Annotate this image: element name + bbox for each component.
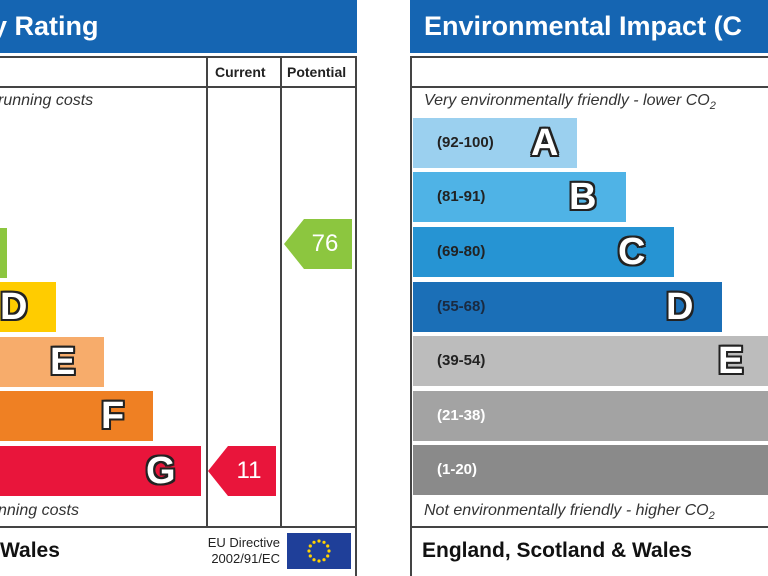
eu-directive-line2: 2002/91/EC <box>211 551 280 566</box>
environmental-impact-panel: Environmental Impact (C Very environment… <box>410 0 768 576</box>
env-band-g-range: (1-20) <box>437 461 478 478</box>
env-band-b-range: (81-91) <box>437 188 486 205</box>
energy-top-caption: running costs <box>0 92 94 109</box>
header-row-rule <box>0 86 357 88</box>
environmental-impact-frame <box>410 56 768 576</box>
env-footer-row-rule <box>410 526 768 528</box>
energy-band-f-letter: F <box>101 395 125 437</box>
energy-band-d: D <box>0 282 56 332</box>
env-band-a-range: (92-100) <box>437 134 494 151</box>
energy-band-d-letter: D <box>0 286 28 328</box>
env-bottom-caption: Not environmentally friendly - higher CO… <box>424 502 715 522</box>
env-band-c-letter: C <box>618 231 646 273</box>
env-band-f-range: (21-38) <box>437 407 486 424</box>
energy-band-e: E <box>0 337 104 387</box>
current-rating-arrow: 11 <box>208 446 276 496</box>
env-band-a-letter: A <box>531 122 559 164</box>
env-band-d: (55-68) D <box>413 282 722 332</box>
env-band-b: (81-91) B <box>413 172 626 222</box>
potential-rating-value: 76 <box>311 230 339 257</box>
potential-arrow-shape <box>284 219 352 269</box>
env-bottom-caption-sub: 2 <box>708 510 715 523</box>
environmental-impact-header: Environmental Impact (C <box>410 0 768 53</box>
energy-bottom-caption: nning costs <box>0 502 79 519</box>
footer-row-rule <box>0 526 357 528</box>
energy-rating-frame <box>0 56 357 576</box>
env-band-g: (1-20) <box>413 445 768 495</box>
env-band-d-range: (55-68) <box>437 298 486 315</box>
potential-column-divider <box>280 56 282 528</box>
current-column-header: Current <box>215 64 266 80</box>
env-band-f: (21-38) <box>413 391 768 441</box>
energy-footer-region: Wales <box>0 539 60 562</box>
current-column-divider <box>206 56 208 528</box>
environmental-impact-title: Environmental Impact (C <box>424 11 743 41</box>
eu-directive-line1: EU Directive <box>207 535 280 550</box>
env-top-caption-text: Very environmentally friendly - lower CO <box>424 92 710 109</box>
energy-rating-header: y Rating <box>0 0 357 53</box>
env-band-a: (92-100) A <box>413 118 577 168</box>
env-top-caption: Very environmentally friendly - lower CO… <box>424 92 716 112</box>
potential-rating-arrow: 76 <box>284 219 352 269</box>
env-band-e: (39-54) E <box>413 336 768 386</box>
env-header-row-rule <box>410 86 768 88</box>
energy-band-c <box>0 228 7 278</box>
env-top-caption-sub: 2 <box>709 100 716 113</box>
env-band-b-letter: B <box>569 176 597 218</box>
energy-rating-panel: y Rating Current Potential running costs… <box>0 0 357 576</box>
energy-band-g-letter: G <box>146 450 176 492</box>
current-rating-value: 11 <box>236 457 262 484</box>
energy-rating-title: y Rating <box>0 11 99 41</box>
energy-band-g: G <box>0 446 201 496</box>
energy-band-f: F <box>0 391 153 441</box>
eu-directive-text: EU Directive 2002/91/EC <box>186 535 280 567</box>
potential-column-header: Potential <box>287 64 347 80</box>
env-band-c: (69-80) C <box>413 227 674 277</box>
env-band-d-letter: D <box>666 286 694 328</box>
env-band-c-range: (69-80) <box>437 243 486 260</box>
current-arrow-shape <box>208 446 276 496</box>
env-footer-region: England, Scotland & Wales <box>422 539 692 562</box>
env-bottom-caption-text: Not environmentally friendly - higher CO <box>424 502 709 519</box>
env-band-e-letter: E <box>718 340 744 382</box>
env-band-e-range: (39-54) <box>437 352 486 369</box>
eu-flag-icon <box>287 533 351 569</box>
energy-band-e-letter: E <box>50 341 76 383</box>
